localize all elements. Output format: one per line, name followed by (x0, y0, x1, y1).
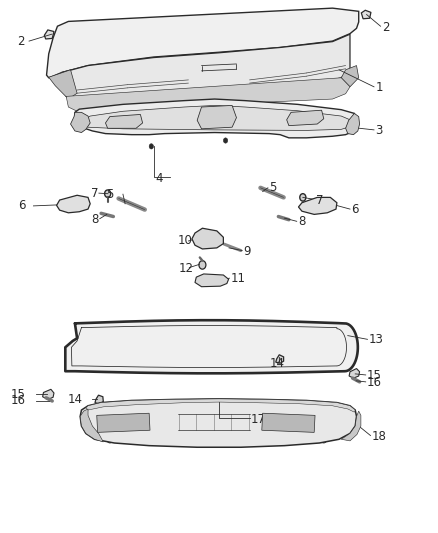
Text: 14: 14 (68, 393, 83, 406)
Polygon shape (192, 228, 223, 249)
Polygon shape (361, 10, 371, 19)
Polygon shape (66, 78, 350, 112)
Text: 12: 12 (179, 262, 194, 274)
Circle shape (141, 118, 149, 128)
Polygon shape (80, 409, 103, 442)
Text: 2: 2 (17, 35, 25, 48)
Polygon shape (95, 395, 103, 404)
Text: 5: 5 (269, 181, 276, 195)
Polygon shape (44, 30, 54, 39)
Text: 5: 5 (106, 188, 113, 201)
Polygon shape (97, 413, 150, 432)
Text: 1: 1 (375, 82, 383, 94)
Text: 7: 7 (91, 187, 99, 200)
Circle shape (321, 435, 327, 443)
Polygon shape (106, 115, 143, 128)
Text: 13: 13 (369, 333, 384, 346)
Circle shape (228, 401, 235, 410)
Polygon shape (71, 112, 90, 133)
Polygon shape (298, 197, 337, 214)
Text: 16: 16 (367, 376, 382, 389)
Text: 11: 11 (231, 272, 246, 285)
Circle shape (187, 401, 194, 410)
Polygon shape (346, 114, 360, 135)
Polygon shape (57, 195, 90, 213)
Text: 3: 3 (375, 124, 383, 138)
Polygon shape (310, 202, 323, 211)
Circle shape (202, 277, 208, 285)
Circle shape (199, 261, 206, 269)
Circle shape (208, 401, 215, 410)
Polygon shape (341, 411, 361, 441)
Circle shape (326, 405, 335, 415)
Circle shape (166, 401, 173, 410)
Polygon shape (287, 110, 324, 126)
Text: 8: 8 (92, 213, 99, 225)
Polygon shape (86, 399, 355, 412)
Polygon shape (75, 99, 357, 138)
Text: 4: 4 (155, 172, 163, 185)
Text: 6: 6 (351, 203, 359, 216)
Text: 16: 16 (11, 394, 26, 408)
Polygon shape (197, 106, 237, 129)
Circle shape (285, 115, 293, 126)
Circle shape (249, 400, 253, 406)
Circle shape (99, 405, 108, 415)
Circle shape (105, 190, 111, 197)
Polygon shape (262, 413, 315, 432)
Circle shape (248, 401, 255, 410)
Circle shape (107, 435, 113, 443)
Polygon shape (195, 274, 229, 287)
Polygon shape (49, 70, 77, 99)
Text: 17: 17 (251, 413, 266, 425)
Circle shape (97, 397, 100, 401)
Polygon shape (65, 320, 358, 373)
Polygon shape (67, 201, 80, 209)
Text: 15: 15 (11, 387, 26, 401)
Text: 7: 7 (316, 193, 324, 207)
Circle shape (201, 233, 209, 244)
Text: 14: 14 (270, 357, 285, 370)
Polygon shape (62, 34, 350, 103)
Text: 6: 6 (18, 199, 26, 212)
Text: 15: 15 (367, 369, 382, 382)
Text: 9: 9 (244, 245, 251, 257)
Polygon shape (80, 399, 357, 447)
Text: 2: 2 (382, 21, 389, 34)
Circle shape (278, 357, 281, 361)
Polygon shape (46, 8, 359, 78)
Circle shape (215, 237, 223, 245)
Polygon shape (341, 66, 359, 87)
Text: 8: 8 (298, 215, 305, 228)
Polygon shape (349, 368, 360, 378)
Text: 10: 10 (177, 235, 192, 247)
Circle shape (223, 138, 228, 143)
Polygon shape (276, 355, 284, 364)
Polygon shape (42, 389, 54, 399)
Circle shape (149, 144, 153, 149)
Circle shape (300, 193, 306, 201)
Text: 18: 18 (372, 430, 387, 443)
Polygon shape (84, 106, 350, 131)
